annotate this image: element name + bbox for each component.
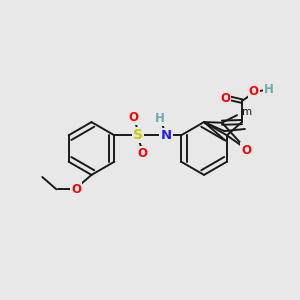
Text: O: O [249,85,259,98]
Text: H: H [264,83,274,97]
Text: S: S [134,128,143,142]
Text: O: O [129,111,139,124]
Text: m: m [242,107,252,117]
Text: O: O [220,92,230,105]
Text: O: O [242,143,251,157]
Text: O: O [71,183,81,196]
Text: N: N [160,129,172,142]
Text: H: H [155,112,165,125]
Text: O: O [138,147,148,160]
